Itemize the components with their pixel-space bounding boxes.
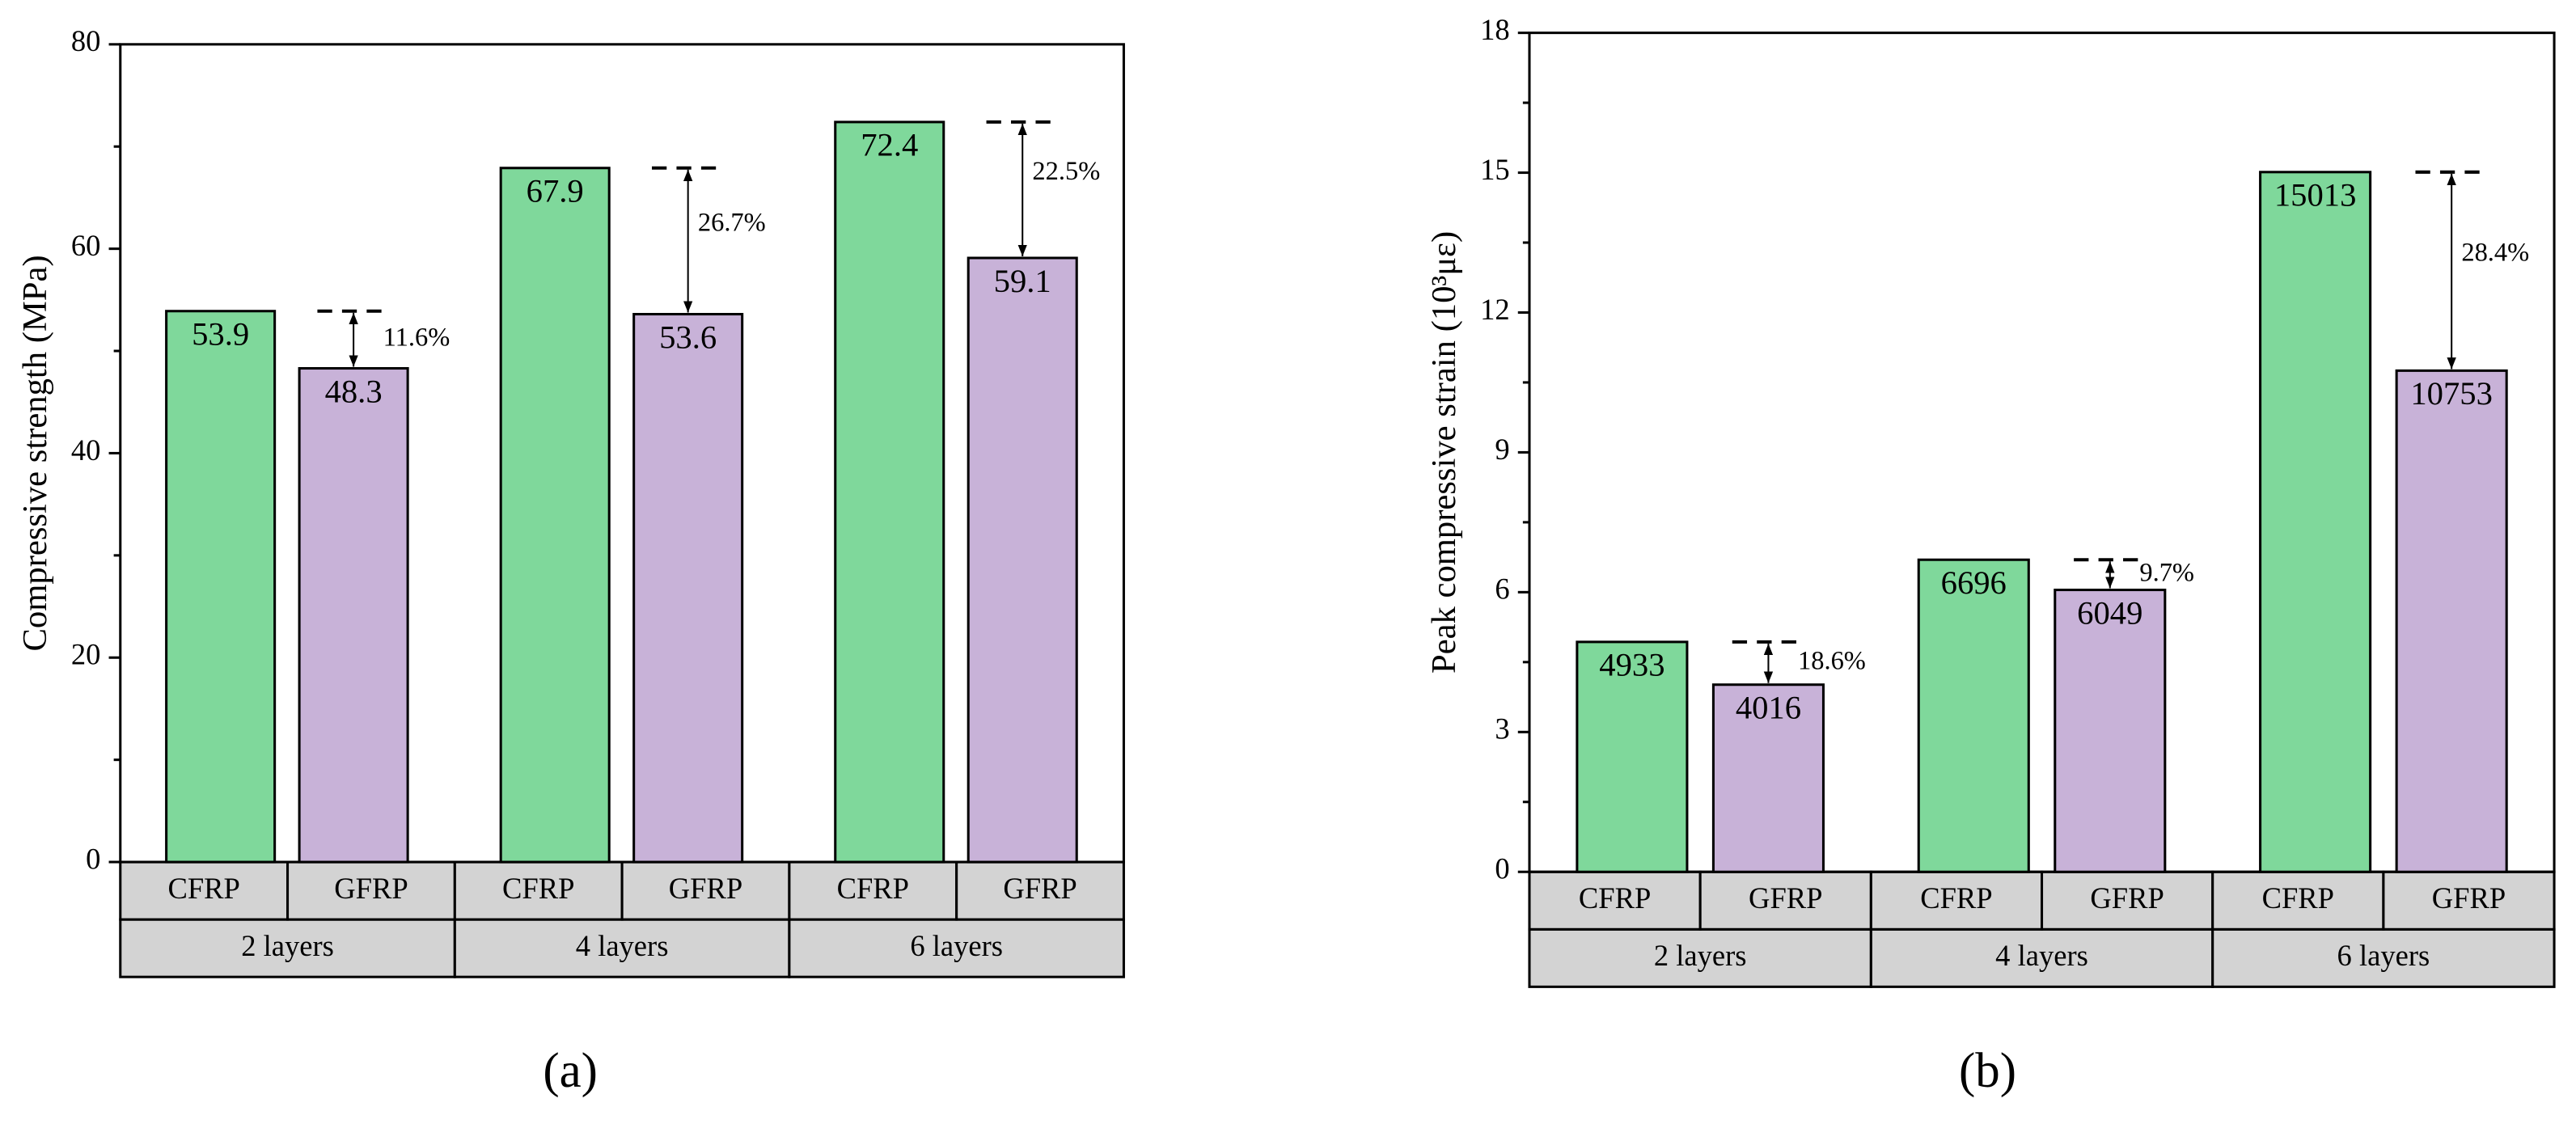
category-cell (955, 860, 1125, 921)
plot-frame (119, 43, 1125, 864)
group-label: 4 layers (1995, 939, 2088, 972)
y-tick-label: 60 (71, 229, 101, 262)
y-tick-label: 3 (1495, 712, 1509, 746)
y-tick-label: 9 (1495, 433, 1509, 466)
category-label: GFRP (1003, 872, 1077, 905)
category-label: CFRP (837, 872, 909, 905)
difference-label: 11.6% (383, 323, 450, 353)
bar (2259, 171, 2372, 873)
category-cell (119, 860, 290, 921)
value-label: 48.3 (325, 373, 383, 409)
y-tick-label: 0 (1495, 852, 1509, 885)
category-label: CFRP (502, 872, 574, 905)
y-tick-label: 18 (1480, 13, 1510, 46)
y-tick-label: 12 (1480, 293, 1510, 326)
value-label: 6049 (2077, 594, 2142, 631)
value-label: 10753 (2410, 375, 2493, 412)
category-label: GFRP (2090, 881, 2164, 915)
category-cell (2211, 870, 2385, 931)
bar (165, 310, 277, 864)
value-label: 15013 (2274, 177, 2357, 213)
value-label: 59.1 (994, 263, 1051, 299)
category-cell (1698, 870, 1872, 931)
group-label: 6 layers (910, 929, 1003, 962)
bar (1576, 640, 1689, 873)
value-label: 67.9 (527, 173, 584, 209)
group-cell (453, 918, 791, 978)
y-axis-label: Compressive strength (MPa) (16, 255, 54, 651)
bar (1711, 683, 1825, 873)
group-label: 2 layers (1654, 939, 1747, 972)
category-label: GFRP (334, 872, 408, 905)
y-tick-label: 15 (1480, 153, 1510, 186)
category-label: GFRP (1749, 881, 1822, 915)
value-label: 6696 (1941, 564, 2007, 601)
y-tick-label: 6 (1495, 572, 1509, 606)
y-axis-label: Peak compressive strain (10³με) (1425, 231, 1463, 674)
group-label: 4 layers (576, 929, 669, 962)
value-label: 53.6 (659, 319, 717, 355)
plot-frame (1528, 32, 2556, 873)
category-label: CFRP (1579, 881, 1651, 915)
bar (2054, 589, 2167, 873)
group-cell (1869, 927, 2214, 988)
category-label: GFRP (669, 872, 742, 905)
category-cell (2382, 870, 2556, 931)
group-label: 6 layers (2337, 939, 2430, 972)
bar (2395, 369, 2508, 873)
bar (298, 366, 409, 864)
panel-label: (b) (1959, 1044, 2016, 1098)
category-label: CFRP (167, 872, 239, 905)
difference-label: 28.4% (2461, 239, 2529, 268)
bar (632, 313, 744, 864)
value-label: 4016 (1736, 690, 1801, 726)
bar (967, 256, 1078, 864)
y-tick-label: 0 (86, 842, 100, 875)
group-cell (1528, 927, 1872, 988)
y-tick-label: 20 (71, 638, 101, 671)
category-cell (620, 860, 791, 921)
category-label: CFRP (2262, 881, 2334, 915)
bar (1917, 558, 2030, 873)
bar (499, 167, 611, 864)
difference-label: 18.6% (1798, 647, 1866, 676)
y-tick-label: 80 (71, 24, 101, 57)
difference-label: 9.7% (2139, 558, 2194, 587)
value-label: 4933 (1599, 647, 1664, 683)
panel-label: (a) (543, 1044, 598, 1098)
category-cell (1528, 870, 1702, 931)
bar (834, 120, 945, 864)
value-label: 53.9 (192, 316, 249, 353)
difference-label: 26.7% (698, 208, 766, 237)
category-cell (1869, 870, 2044, 931)
category-label: CFRP (1920, 881, 1992, 915)
difference-label: 22.5% (1032, 157, 1100, 186)
value-label: 72.4 (861, 127, 918, 163)
y-tick-label: 40 (71, 433, 101, 467)
group-label: 2 layers (241, 929, 334, 962)
category-label: GFRP (2432, 881, 2506, 915)
